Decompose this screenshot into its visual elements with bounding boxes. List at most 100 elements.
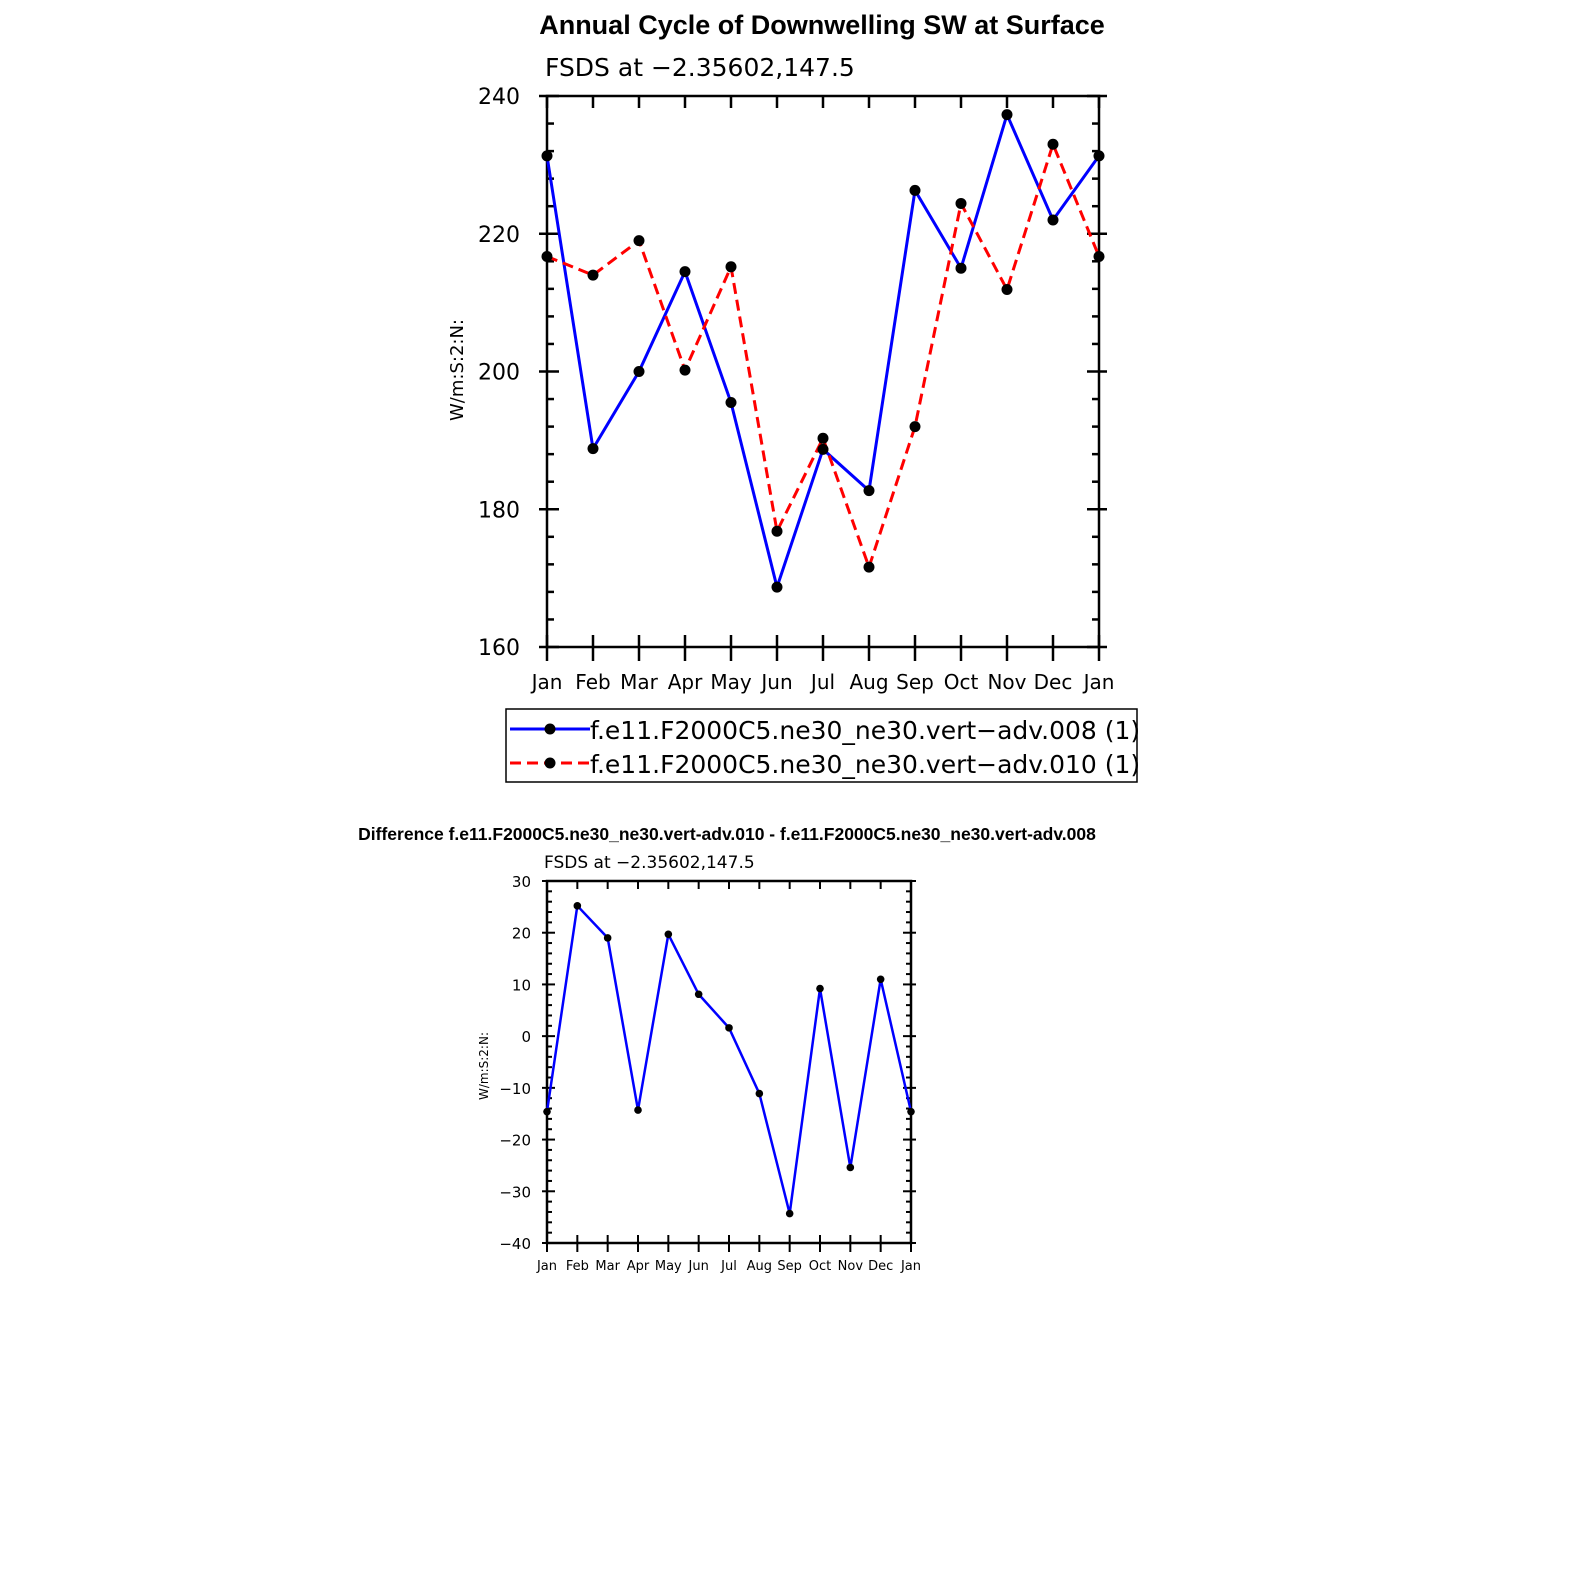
difference-x-tick-label: Mar bbox=[595, 1259, 620, 1274]
difference-series-1-point bbox=[876, 975, 885, 984]
x-tick-label: Mar bbox=[620, 670, 659, 694]
series-1-point bbox=[1047, 214, 1059, 226]
difference-x-tick-label: Oct bbox=[809, 1259, 831, 1274]
difference-y-tick-label: −10 bbox=[499, 1080, 531, 1098]
difference-x-tick-label: Dec bbox=[868, 1259, 893, 1274]
y-tick-label: 160 bbox=[478, 636, 520, 661]
series-layer bbox=[541, 109, 1105, 593]
series-1-point bbox=[541, 150, 553, 162]
difference-series-1-point bbox=[816, 984, 824, 993]
legend-box bbox=[505, 708, 1138, 783]
difference-x-tick-label: Jan bbox=[536, 1259, 557, 1274]
x-tick-label: Jan bbox=[530, 670, 563, 694]
difference-series-layer bbox=[543, 902, 915, 1218]
y-tick-label: 180 bbox=[478, 498, 520, 523]
series-2-point bbox=[1047, 138, 1059, 150]
chart-subtitle: FSDS at −2.35602,147.5 bbox=[545, 53, 855, 82]
series-2-point bbox=[909, 421, 921, 433]
difference-y-tick-label: 10 bbox=[512, 976, 531, 994]
difference-x-tick-label: Jan bbox=[900, 1259, 921, 1274]
difference-plot-border bbox=[545, 879, 913, 1245]
plot-frame: Jan Feb Mar Apr May Jun Jul Aug Sep Oct Nov Dec Jan 1… bbox=[478, 85, 1114, 694]
y-axis-label: W/m:S:2:N: bbox=[447, 319, 468, 421]
difference-x-tick-label: Jun bbox=[688, 1259, 709, 1274]
difference-chart-title: Difference f.e11.F2000C5.ne30_ne30.vert-… bbox=[358, 824, 1096, 844]
series-2-point bbox=[587, 269, 599, 281]
difference-y-axis-label: W/m:S:2:N: bbox=[477, 1032, 491, 1100]
y-tick-label: 200 bbox=[478, 361, 520, 386]
difference-series-1-point bbox=[846, 1163, 855, 1172]
difference-x-tick-label: Sep bbox=[777, 1259, 802, 1274]
series-1-point bbox=[817, 443, 829, 455]
difference-y-tick-label: −30 bbox=[499, 1183, 531, 1201]
series-2-point bbox=[1093, 250, 1105, 262]
difference-series-1-point bbox=[785, 1209, 794, 1218]
series-1-point bbox=[909, 184, 921, 196]
plot-border bbox=[545, 94, 1101, 649]
difference-series-1-point bbox=[907, 1107, 915, 1116]
x-tick-label: Nov bbox=[987, 670, 1026, 694]
series-2-point bbox=[817, 432, 829, 444]
difference-x-tick-label: Nov bbox=[838, 1259, 864, 1274]
difference-series-1-point bbox=[634, 1106, 642, 1114]
x-tick-label: Apr bbox=[668, 670, 703, 694]
legend-label-series-1: f.e11.F2000C5.ne30_ne30.vert−adv.008 (1) bbox=[590, 716, 1140, 745]
series-2-line bbox=[546, 139, 1101, 572]
annual-cycle-chart: Annual Cycle of Downwelling SW at Surfac… bbox=[447, 10, 1140, 783]
difference-chart: Difference f.e11.F2000C5.ne30_ne30.vert-… bbox=[358, 824, 1096, 1274]
legend-marker-series-2 bbox=[544, 757, 556, 769]
series-1-line bbox=[545, 110, 1101, 593]
series-1-point bbox=[1001, 109, 1013, 121]
difference-series-1-point bbox=[543, 1107, 551, 1116]
series-2-point bbox=[679, 364, 691, 376]
difference-x-tick-label: Aug bbox=[747, 1259, 772, 1274]
difference-y-tick-label: 0 bbox=[521, 1028, 531, 1046]
difference-y-tick-label: 30 bbox=[512, 873, 531, 891]
difference-series-1-point bbox=[603, 934, 612, 942]
difference-series-1-point bbox=[694, 990, 703, 999]
difference-series-1-line bbox=[545, 903, 913, 1214]
series-1-point bbox=[863, 485, 875, 497]
series-2-point bbox=[955, 197, 967, 209]
series-1-point bbox=[1093, 150, 1105, 162]
series-2-point bbox=[1001, 284, 1013, 296]
x-tick-label: Oct bbox=[944, 670, 979, 694]
difference-x-tick-label: Feb bbox=[566, 1259, 589, 1274]
difference-x-tick-label: Jul bbox=[720, 1259, 737, 1274]
difference-series-1-point bbox=[755, 1089, 764, 1098]
y-tick-label: 240 bbox=[478, 85, 520, 110]
chart-title: Annual Cycle of Downwelling SW at Surfac… bbox=[539, 10, 1105, 40]
series-1-point bbox=[771, 581, 783, 593]
legend-label-series-2: f.e11.F2000C5.ne30_ne30.vert−adv.010 (1) bbox=[590, 750, 1140, 779]
difference-plot-frame: Jan Feb Mar Apr May Jun Jul Aug Sep Oct Nov Dec Jan−… bbox=[499, 873, 921, 1274]
difference-series-1-point bbox=[573, 902, 582, 910]
x-tick-label: Feb bbox=[575, 670, 610, 694]
x-tick-label: Sep bbox=[896, 670, 934, 694]
difference-series-1-point bbox=[664, 930, 673, 939]
series-2-point bbox=[725, 261, 737, 273]
difference-x-tick-label: Apr bbox=[627, 1259, 650, 1274]
series-1-point bbox=[587, 443, 599, 455]
difference-y-tick-label: −40 bbox=[499, 1235, 531, 1253]
series-2-point bbox=[633, 235, 645, 247]
series-1-point bbox=[725, 396, 737, 408]
x-tick-label: Dec bbox=[1034, 670, 1073, 694]
difference-x-tick-label: May bbox=[655, 1259, 682, 1274]
series-1-point bbox=[955, 262, 967, 274]
difference-y-tick-label: 20 bbox=[512, 925, 531, 943]
series-2-point bbox=[541, 250, 553, 262]
series-1-point bbox=[679, 266, 691, 278]
x-tick-label: Jan bbox=[1082, 670, 1115, 694]
difference-series-1-point bbox=[725, 1024, 733, 1032]
series-2-point bbox=[863, 561, 875, 573]
x-tick-label: May bbox=[710, 670, 752, 694]
x-tick-label: Jun bbox=[759, 670, 792, 694]
difference-chart-subtitle: FSDS at −2.35602,147.5 bbox=[544, 853, 755, 873]
series-2-point bbox=[771, 525, 783, 537]
difference-y-tick-label: −20 bbox=[499, 1132, 531, 1150]
series-1-point bbox=[633, 366, 645, 377]
x-tick-label: Jul bbox=[809, 670, 835, 694]
legend: f.e11.F2000C5.ne30_ne30.vert−adv.008 (1)… bbox=[505, 708, 1140, 783]
y-tick-label: 220 bbox=[478, 223, 520, 248]
